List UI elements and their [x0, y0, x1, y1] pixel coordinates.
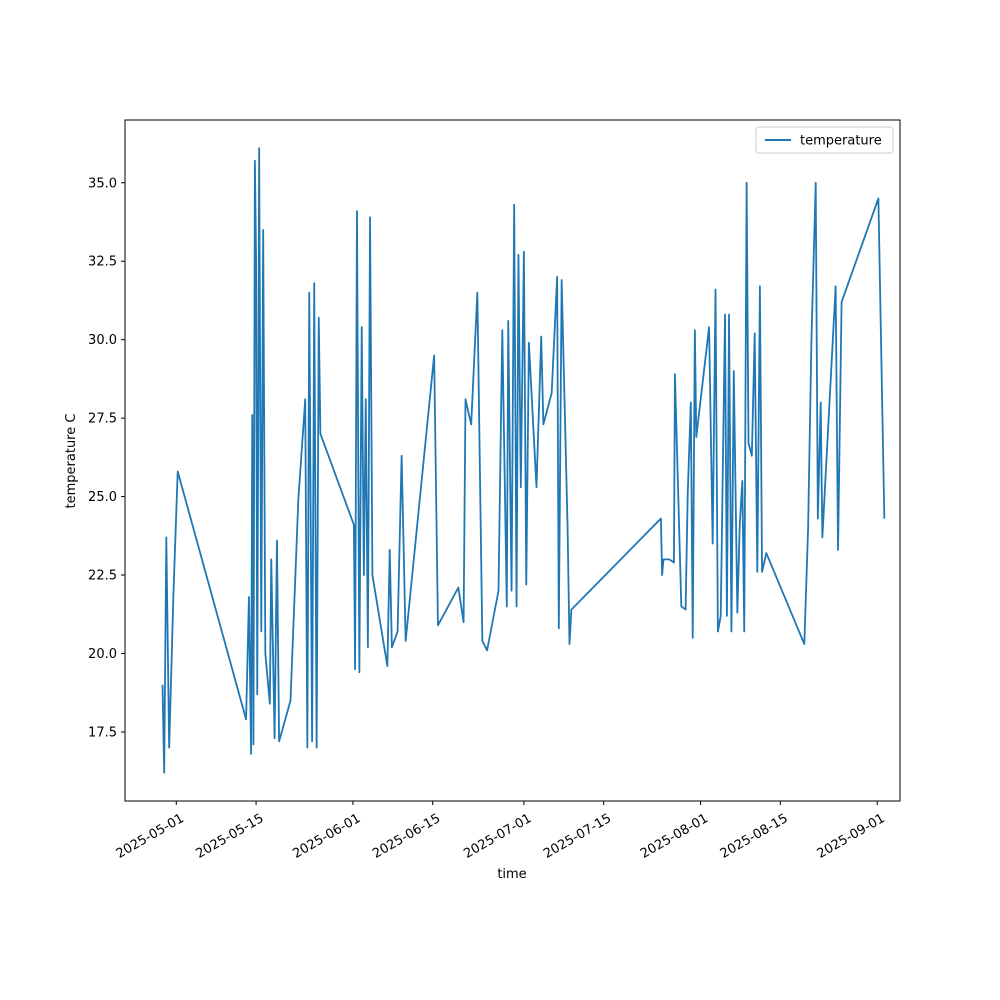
legend-box [755, 126, 894, 154]
x-tick-label: 2025-05-15 [194, 811, 267, 862]
x-axis: 2025-05-01 2025-05-15 2025-06-01 2025-06-15… [114, 801, 888, 862]
x-tick-label: 2025-07-01 [461, 811, 534, 862]
axes-frame [124, 119, 901, 802]
y-axis: 17.5 20.0 22.5 25.0 27.5 30.0 32.5 35.0 [88, 176, 125, 740]
legend: temperature [755, 126, 894, 154]
y-axis-label: temperature C [64, 414, 79, 509]
x-tick-label: 2025-08-15 [718, 811, 791, 862]
x-tick-label: 2025-09-01 [815, 811, 888, 862]
y-tick-label: 35.0 [88, 176, 117, 191]
y-tick-label: 22.5 [88, 569, 117, 584]
x-tick-label: 2025-06-15 [370, 811, 443, 862]
x-axis-label: time [497, 867, 526, 882]
y-tick-label: 32.5 [88, 255, 117, 270]
y-tick-label: 27.5 [88, 412, 117, 427]
x-tick-label: 2025-08-01 [638, 811, 711, 862]
plot-data-layer [161, 147, 886, 774]
x-tick-label: 2025-06-01 [290, 811, 363, 862]
y-tick-label: 25.0 [88, 490, 117, 505]
y-tick-label: 20.0 [88, 647, 117, 662]
x-tick-label: 2025-05-01 [114, 811, 187, 862]
series-line-0 [161, 147, 886, 774]
x-tick-label: 2025-07-15 [541, 811, 614, 862]
legend-entry-temperature: temperature [800, 134, 882, 149]
y-tick-label: 17.5 [88, 725, 117, 740]
y-tick-label: 30.0 [88, 333, 117, 348]
